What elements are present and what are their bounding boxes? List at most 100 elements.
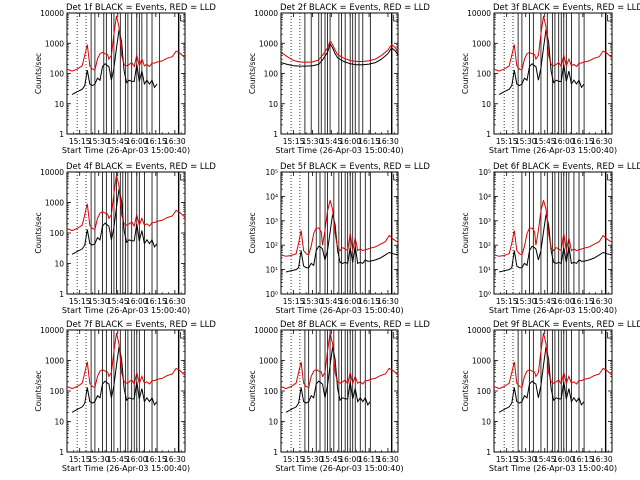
panel-1-y-axis-label: Counts/sec bbox=[34, 53, 43, 94]
panel-6-xtick-label: 15:45 bbox=[534, 297, 556, 306]
panel-6-ytick-label: 10⁴ bbox=[478, 192, 491, 201]
panel-6-title: Det 6f BLACK = Events, RED = LLD bbox=[493, 162, 640, 172]
panel-8-events-series-line bbox=[285, 346, 371, 413]
panel-1-ytick-label: 1000 bbox=[45, 39, 64, 48]
panel-5-frame bbox=[280, 171, 399, 295]
panel-8-ytick-label: 10 bbox=[268, 418, 278, 427]
panel-8-xtick-label: 16:15 bbox=[358, 455, 380, 464]
panel-3-ytick-label: 10000 bbox=[467, 9, 491, 18]
panel-4-ytick-label: 1000 bbox=[45, 199, 64, 208]
panel-9-end-bracket bbox=[607, 332, 613, 339]
panel-1-xtick-label: 15:45 bbox=[107, 137, 129, 146]
panel-3-frame bbox=[493, 12, 613, 135]
panel-6-x-axis-label: Start Time (26-Apr-03 15:00:40) bbox=[489, 306, 617, 315]
panel-8-ytick-label: 1 bbox=[273, 448, 278, 457]
panel-3-xtick-label: 16:15 bbox=[572, 137, 594, 146]
panel-7-end-bracket bbox=[180, 332, 186, 339]
panel-9-xtick-label: 16:30 bbox=[591, 455, 613, 464]
panel-1-end-bracket bbox=[180, 15, 186, 22]
panel-9-title: Det 9f BLACK = Events, RED = LLD bbox=[493, 320, 640, 330]
panel-9-xtick-label: 15:30 bbox=[515, 455, 537, 464]
panel-9-frame bbox=[493, 329, 613, 453]
panel-2-x-axis-label: Start Time (26-Apr-03 15:00:40) bbox=[275, 146, 403, 155]
panel-3-xtick-label: 16:00 bbox=[553, 137, 575, 146]
panel-8-xtick-label: 16:30 bbox=[377, 455, 399, 464]
panel-8-ytick-label: 100 bbox=[264, 387, 279, 396]
panel-5-xtick-label: 16:30 bbox=[377, 297, 399, 306]
panel-9-ytick-label: 10000 bbox=[467, 326, 491, 335]
panel-2-ytick-label: 10000 bbox=[254, 9, 278, 18]
panel-7-ytick-label: 10 bbox=[54, 418, 64, 427]
panel-2-xtick-label: 15:30 bbox=[302, 137, 324, 146]
panel-5-ytick-label: 10⁵ bbox=[265, 168, 278, 177]
panel-7-xtick-label: 15:15 bbox=[69, 455, 91, 464]
panel-1-xtick-label: 16:15 bbox=[145, 137, 167, 146]
panel-6-xtick-label: 16:15 bbox=[572, 297, 594, 306]
panel-5-xtick-label: 15:45 bbox=[321, 297, 343, 306]
panel-3-xtick-label: 15:45 bbox=[534, 137, 556, 146]
panel-5-title: Det 5f BLACK = Events, RED = LLD bbox=[280, 162, 430, 172]
panel-4-ytick-label: 10000 bbox=[40, 168, 64, 177]
panel-4-ytick-label: 100 bbox=[50, 229, 65, 238]
panel-8-xtick-label: 15:30 bbox=[302, 455, 324, 464]
panel-6-events-series-line bbox=[498, 214, 613, 273]
panel-7-frame bbox=[66, 329, 186, 453]
panel-2-frame bbox=[280, 12, 399, 135]
panel-6-ytick-label: 10⁰ bbox=[478, 290, 491, 299]
panel-7-xtick-label: 16:00 bbox=[126, 455, 148, 464]
panel-4-ytick-label: 10 bbox=[54, 260, 64, 269]
panel-2-xtick-label: 15:45 bbox=[321, 137, 343, 146]
panel-1-title: Det 1f BLACK = Events, RED = LLD bbox=[66, 3, 216, 13]
panel-4-xtick-label: 16:30 bbox=[164, 297, 186, 306]
panel-7-ytick-label: 100 bbox=[50, 387, 65, 396]
panel-5-xtick-label: 15:30 bbox=[302, 297, 324, 306]
panel-8-end-bracket bbox=[393, 332, 399, 339]
panel-8-xtick-label: 15:45 bbox=[321, 455, 343, 464]
panel-2-xtick-label: 15:15 bbox=[283, 137, 305, 146]
panel-6-end-bracket bbox=[607, 174, 613, 181]
panel-8-xtick-label: 16:00 bbox=[339, 455, 361, 464]
panel-1-xtick-label: 15:15 bbox=[69, 137, 91, 146]
panel-2-end-bracket bbox=[393, 15, 399, 22]
panel-4-title: Det 4f BLACK = Events, RED = LLD bbox=[66, 162, 216, 172]
panel-3-xtick-label: 16:30 bbox=[591, 137, 613, 146]
panel-1-events-series-line bbox=[71, 29, 158, 96]
panel-4-frame bbox=[66, 171, 186, 295]
panel-2-ytick-label: 1 bbox=[273, 130, 278, 139]
panel-3-y-axis-label: Counts/sec bbox=[461, 53, 470, 94]
panel-8-ytick-label: 10000 bbox=[254, 326, 278, 335]
panel-9-events-series-line bbox=[498, 346, 585, 413]
panel-2-ytick-label: 1000 bbox=[259, 39, 278, 48]
panel-1-ytick-label: 1 bbox=[59, 130, 64, 139]
panel-9-xtick-label: 16:00 bbox=[553, 455, 575, 464]
panel-1-frame bbox=[66, 12, 186, 135]
panel-4-xtick-label: 15:30 bbox=[88, 297, 110, 306]
panel-3-x-axis-label: Start Time (26-Apr-03 15:00:40) bbox=[489, 146, 617, 155]
panel-1-lld-series-line bbox=[66, 15, 186, 72]
panel-3-end-bracket bbox=[607, 15, 613, 22]
panel-9-y-axis-label: Counts/sec bbox=[461, 370, 470, 411]
panel-8-title: Det 8f BLACK = Events, RED = LLD bbox=[280, 320, 430, 330]
panel-7-xtick-label: 16:30 bbox=[164, 455, 186, 464]
panel-3-ytick-label: 1 bbox=[486, 130, 491, 139]
panel-1-ytick-label: 10000 bbox=[40, 9, 64, 18]
panel-4-xtick-label: 16:00 bbox=[126, 297, 148, 306]
panel-6-ytick-label: 10¹ bbox=[478, 266, 491, 275]
panel-3-title: Det 3f BLACK = Events, RED = LLD bbox=[493, 3, 640, 13]
panel-1-ytick-label: 10 bbox=[54, 100, 64, 109]
panel-3-lld-series-line bbox=[493, 15, 613, 72]
panel-6-ytick-label: 10³ bbox=[478, 217, 491, 226]
panel-1-x-axis-label: Start Time (26-Apr-03 15:00:40) bbox=[62, 146, 190, 155]
panel-9-xtick-label: 15:15 bbox=[496, 455, 518, 464]
panel-8-lld-series-line bbox=[280, 332, 399, 390]
panel-6-y-axis-label: Counts/sec bbox=[461, 212, 470, 253]
panel-1-xtick-label: 15:30 bbox=[88, 137, 110, 146]
panel-6-xtick-label: 15:30 bbox=[515, 297, 537, 306]
panel-5-ytick-label: 10⁰ bbox=[265, 290, 278, 299]
panel-9-ytick-label: 1000 bbox=[472, 357, 491, 366]
panel-4-x-axis-label: Start Time (26-Apr-03 15:00:40) bbox=[62, 306, 190, 315]
panel-3-xtick-label: 15:30 bbox=[515, 137, 537, 146]
panel-2-ytick-label: 10 bbox=[268, 100, 278, 109]
panel-2-events-series-line bbox=[280, 42, 399, 67]
